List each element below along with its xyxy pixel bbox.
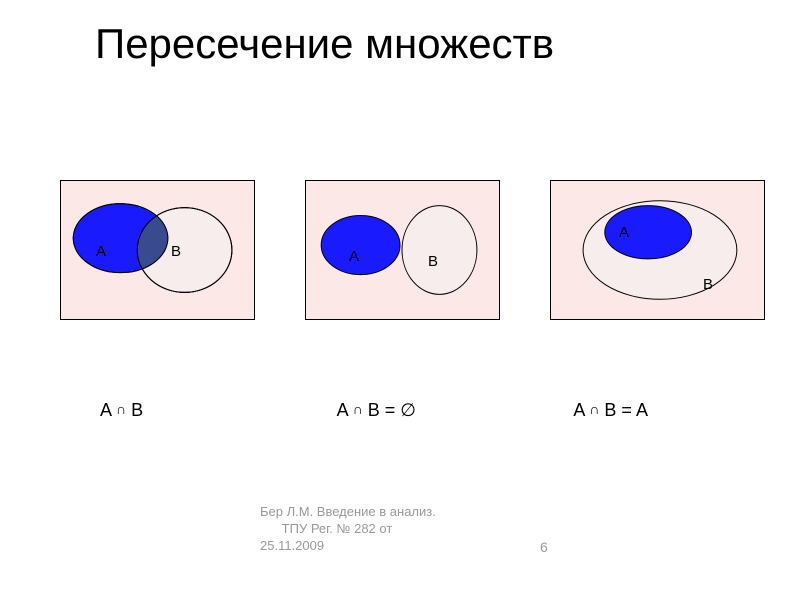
venn-panel-subset: A B [550,180,765,320]
caption-text: B [126,400,143,420]
venn-svg-disjoint [306,181,499,319]
diagram-row: A B A B A B [60,180,770,320]
venn-panel-disjoint: A B [305,180,500,320]
set-label-a: A [96,243,106,260]
intersection-icon: ∩ [589,401,599,417]
caption-text: A [100,400,116,420]
set-label-b: B [171,243,181,260]
footer-citation: Бер Л.М. Введение в анализ. ТПУ Рег. № 2… [260,504,520,555]
footer-line: 25.11.2009 [260,538,324,553]
venn-svg-subset [551,181,764,319]
intersection-icon: ∩ [116,401,126,417]
caption-overlap: A ∩ B [60,400,297,421]
caption-row: A ∩ B A ∩ B = ∅ A ∩ B = A [60,400,770,421]
venn-panel-overlap: A B [60,180,255,320]
intersection-icon: ∩ [353,401,363,417]
page-title: Пересечение множеств [95,20,554,68]
set-label-a: A [619,224,629,241]
footer-line: ТПУ Рег. № 282 от [282,521,393,536]
caption-text: B = ∅ [363,400,416,420]
set-label-a: A [349,248,359,265]
set-label-b: B [428,253,438,270]
caption-subset: A ∩ B = A [533,400,770,421]
caption-text: A [337,400,353,420]
set-label-b: B [703,276,713,293]
footer-line: Бер Л.М. Введение в анализ. [260,504,436,519]
caption-text: A [573,400,589,420]
page-number: 6 [540,539,548,555]
caption-disjoint: A ∩ B = ∅ [297,400,534,421]
venn-svg-overlap [61,181,254,319]
caption-text: B = A [599,400,648,420]
